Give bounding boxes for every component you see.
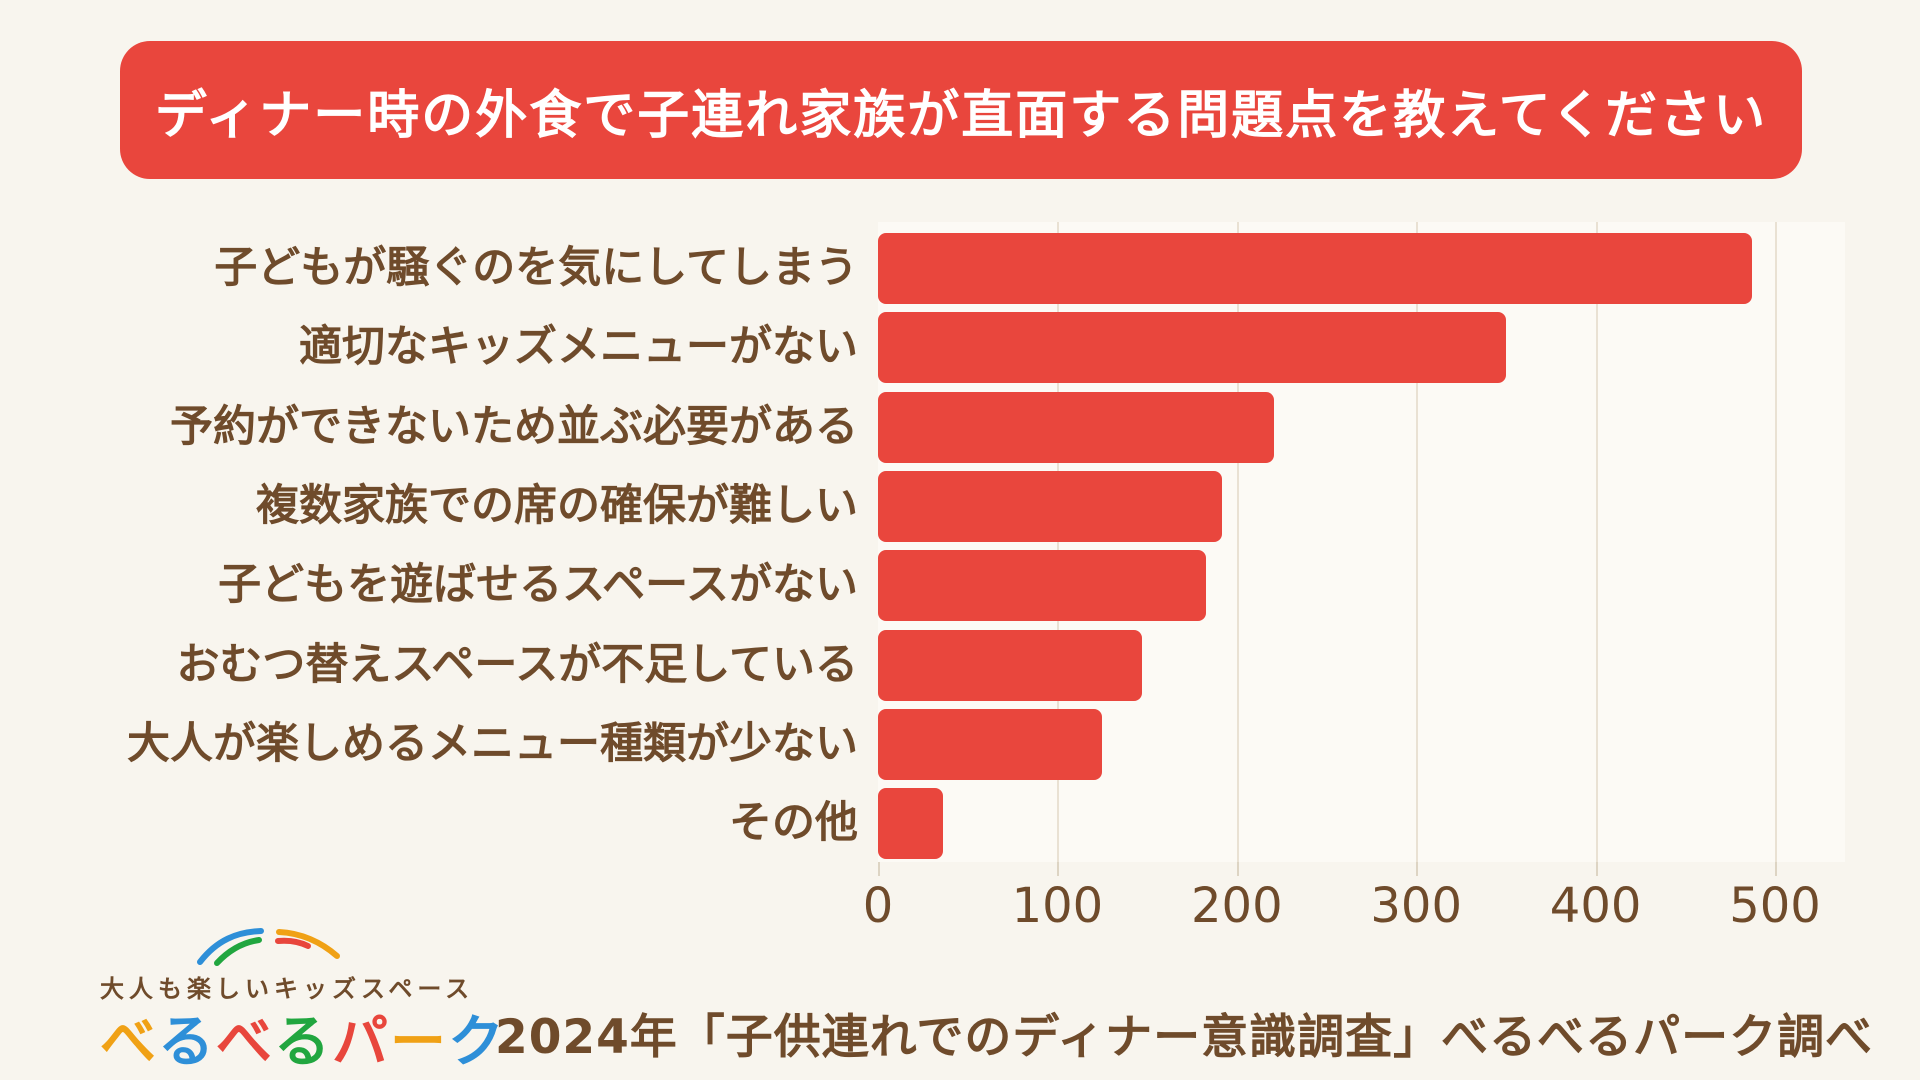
bar — [878, 470, 1223, 542]
bar — [878, 708, 1103, 780]
x-axis-tick-label: 200 — [1190, 878, 1283, 934]
bar — [878, 788, 943, 860]
category-labels: 子どもが騒ぐのを気にしてしまう適切なキッズメニューがない予約ができないため並ぶ必… — [60, 222, 858, 862]
axis-tick-mark — [1057, 862, 1060, 876]
axis-tick-mark — [1775, 862, 1777, 876]
x-axis-tick-label: 500 — [1729, 878, 1821, 934]
category-label: おむつ替えスペースが不足している — [176, 639, 858, 690]
bar — [878, 233, 1752, 304]
logo-name-char: る — [158, 1010, 216, 1075]
source-note: 2024年「子供連れでのディナー意識調査」べるべるパーク調べ — [495, 1010, 1874, 1065]
category-label: 子どもが騒ぐのを気にしてしまう — [214, 243, 858, 293]
x-axis-tick-label: 400 — [1549, 878, 1642, 934]
x-axis-tick-label: 300 — [1370, 878, 1462, 934]
category-label: 複数家族での席の確保が難しい — [256, 480, 858, 531]
axis-tick-mark — [1416, 862, 1419, 876]
bar — [878, 550, 1207, 622]
rainbow-icon — [197, 928, 340, 966]
logo-name-char: べ — [100, 1010, 158, 1075]
gridline — [1595, 222, 1598, 862]
logo-name-char: る — [274, 1010, 332, 1075]
gridline — [1416, 222, 1419, 862]
logo-name-char: ー — [390, 1010, 448, 1075]
gridline — [1057, 222, 1060, 862]
category-label: その他 — [729, 798, 858, 849]
logo-name: べるべるパーク — [100, 997, 504, 1078]
axis-tick-mark — [1595, 862, 1598, 876]
logo-name-char: ク — [448, 1010, 506, 1075]
title-banner: ディナー時の外食で子連れ家族が直面する問題点を教えてください — [120, 41, 1802, 179]
axis-tick-mark — [878, 862, 880, 876]
category-label: 適切なキッズメニューがない — [299, 322, 858, 373]
brand-logo: 大人も楽しいキッズスペース べるべるパーク — [100, 925, 504, 1078]
bar — [878, 391, 1275, 463]
page-title: ディナー時の外食で子連れ家族が直面する問題点を教えてください — [154, 85, 1768, 146]
logo-name-char: パ — [332, 1010, 390, 1075]
bar — [878, 629, 1142, 701]
x-axis-tick-label: 0 — [862, 878, 894, 934]
logo-tagline: 大人も楽しいキッズスペース — [100, 975, 475, 1003]
plot-area: 0 100 200 300 400 500 — [863, 222, 1845, 934]
category-label: 予約ができないため並ぶ必要がある — [170, 401, 858, 452]
axis-tick-mark — [1236, 862, 1239, 876]
category-label: 大人が楽しめるメニュー種類が少ない — [127, 718, 858, 769]
gridline — [1775, 222, 1777, 862]
logo-name-char: べ — [216, 1010, 274, 1075]
category-label: 子どもを遊ばせるスペースがない — [218, 560, 858, 611]
gridline — [1236, 222, 1239, 862]
x-axis-tick-label: 100 — [1011, 878, 1104, 934]
bar — [878, 312, 1506, 384]
